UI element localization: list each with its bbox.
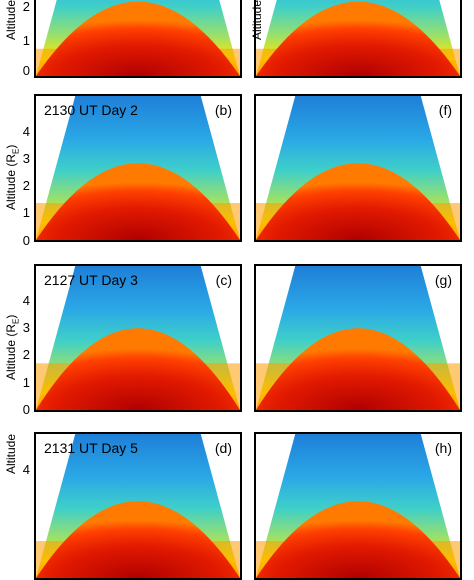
tick-b-3: 3 bbox=[22, 151, 30, 166]
panel-g: (g) bbox=[254, 264, 462, 412]
tick-b-0: 0 bbox=[22, 233, 30, 248]
panel-c: 2127 UT Day 3 (c) bbox=[34, 264, 242, 412]
panel-b-title: 2130 UT Day 2 bbox=[44, 102, 138, 118]
panel-b-tag: (b) bbox=[214, 102, 232, 118]
panel-d-title: 2131 UT Day 5 bbox=[44, 440, 138, 456]
panel-a bbox=[34, 0, 242, 78]
tick-b-4: 4 bbox=[22, 124, 30, 139]
panel-g-tag: (g) bbox=[434, 272, 452, 288]
tick-c-0: 0 bbox=[22, 402, 30, 417]
panel-e bbox=[254, 0, 462, 78]
tick-d-4: 4 bbox=[22, 462, 30, 477]
tick-a-1: 1 bbox=[22, 33, 30, 48]
ylabel-top-right: Altitude bbox=[250, 0, 264, 40]
ylabel-row2-end: ) bbox=[4, 144, 18, 149]
panel-f: (f) bbox=[254, 94, 462, 242]
panel-c-title: 2127 UT Day 3 bbox=[44, 272, 138, 288]
panel-d-tag: (d) bbox=[214, 440, 232, 456]
tick-c-1: 1 bbox=[22, 375, 30, 390]
tick-b-1: 1 bbox=[22, 205, 30, 220]
tick-c-3: 3 bbox=[22, 320, 30, 335]
panel-e-plot bbox=[256, 0, 460, 76]
panel-h-plot bbox=[256, 434, 460, 578]
panel-a-plot bbox=[36, 0, 240, 76]
panel-g-plot bbox=[256, 266, 460, 410]
panel-h: (h) bbox=[254, 432, 462, 580]
panel-h-tag: (h) bbox=[434, 440, 452, 456]
panel-c-tag: (c) bbox=[215, 272, 232, 288]
panel-f-tag: (f) bbox=[438, 102, 452, 118]
panel-c-plot bbox=[36, 266, 240, 410]
tick-b-2: 2 bbox=[22, 178, 30, 193]
ylabel-row3-end: ) bbox=[4, 314, 18, 319]
tick-a-2: 2 bbox=[22, 0, 30, 14]
panel-b-plot bbox=[36, 96, 240, 240]
panel-f-plot bbox=[256, 96, 460, 240]
panel-b: 2130 UT Day 2 (b) bbox=[34, 94, 242, 242]
panel-d: 2131 UT Day 5 (d) bbox=[34, 432, 242, 580]
tick-a-0: 0 bbox=[22, 63, 30, 78]
ylabel-top-right-text: Altitude bbox=[250, 0, 264, 40]
tick-c-4: 4 bbox=[22, 293, 30, 308]
tick-c-2: 2 bbox=[22, 347, 30, 362]
